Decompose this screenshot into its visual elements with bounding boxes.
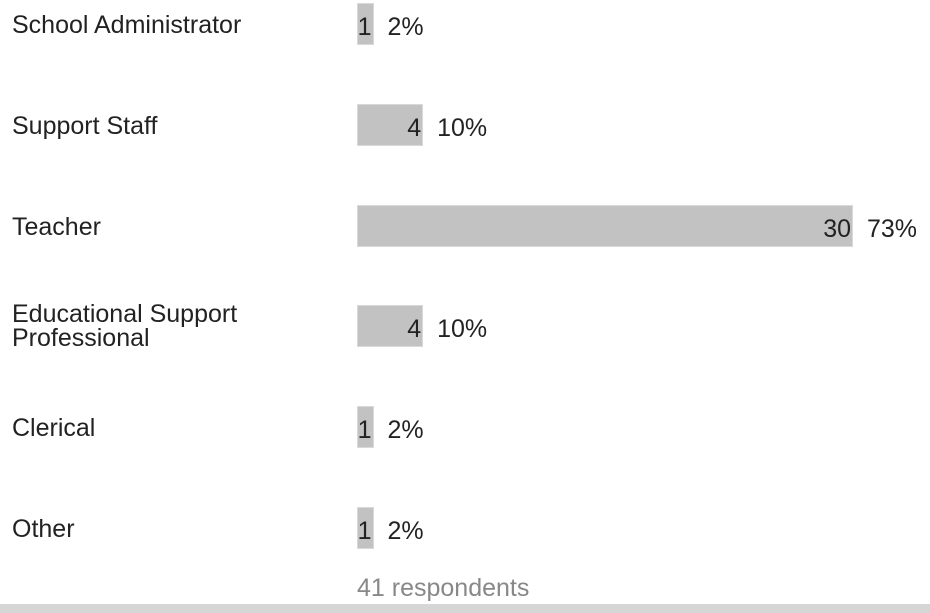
bar-row: School Administrator 1 2%	[0, 3, 930, 47]
bar-value-label: 1	[357, 416, 372, 445]
bar-value-label: 4	[407, 315, 422, 344]
bar-value-label: 1	[357, 13, 372, 41]
bar-value-label: 1	[357, 517, 372, 545]
bar-percent-label: 2%	[387, 13, 424, 41]
bar-percent-label: 2%	[387, 416, 424, 445]
bar	[357, 3, 374, 45]
bar-value-label: 30	[823, 214, 851, 243]
category-label: Educational Support Professional	[12, 300, 238, 353]
bar-row: Educational Support Professional 4 10%	[0, 300, 930, 353]
respondents-count: 41 respondents	[357, 574, 530, 602]
category-label: Support Staff	[12, 111, 158, 140]
bar	[357, 406, 374, 449]
bar-percent-label: 10%	[437, 315, 488, 344]
bar-row: Teacher 30 73%	[0, 204, 930, 249]
bar	[357, 507, 374, 549]
bar	[357, 103, 424, 146]
category-label: Teacher	[12, 212, 101, 241]
bar-value-label: 4	[407, 113, 422, 142]
bar	[357, 204, 853, 247]
category-label: Other	[12, 515, 75, 543]
bottom-divider	[0, 604, 930, 613]
bar-percent-label: 10%	[437, 113, 488, 142]
bar-percent-label: 2%	[387, 517, 424, 545]
bar-percent-label: 73%	[867, 214, 918, 243]
category-label: School Administrator	[12, 11, 242, 39]
bar-row: Other 1 2%	[0, 507, 930, 551]
bar	[357, 305, 424, 348]
bar-row: Clerical 1 2%	[0, 406, 930, 450]
bar-row: Support Staff 4 10%	[0, 103, 930, 148]
category-label: Clerical	[12, 414, 96, 443]
